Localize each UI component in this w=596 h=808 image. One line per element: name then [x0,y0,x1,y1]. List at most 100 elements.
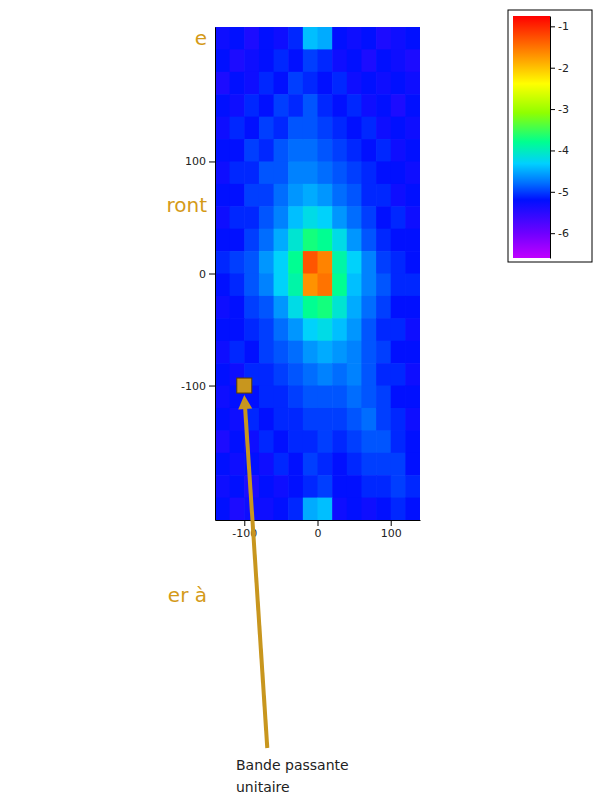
heatmap-cell [405,72,420,95]
heatmap-cell [361,453,376,476]
heatmap-cell [318,94,333,117]
colorbar-axis-tick-label: -4 [558,144,569,157]
y-axis-line [215,28,216,521]
heatmap-cell [303,184,318,207]
heatmap-cell [376,475,391,498]
heatmap-cell [391,498,406,520]
heatmap-cell [274,408,289,431]
heatmap-cell [318,318,333,341]
heatmap-cell [376,386,391,409]
heatmap-cell [244,117,259,140]
heatmap-cell [215,161,230,184]
heatmap-cell [405,498,420,520]
heatmap-cell [288,139,303,162]
heatmap-cell [318,117,333,140]
heatmap-cell [244,139,259,162]
y-axis-tick-label: -100 [181,380,206,393]
heatmap-cell [347,363,362,386]
heatmap-cell [303,341,318,364]
heatmap-cell [303,453,318,476]
heatmap-cell [361,184,376,207]
heatmap-cell [259,251,274,274]
heatmap-cell [391,117,406,140]
heatmap-cell [318,161,333,184]
heatmap-cell [244,318,259,341]
heatmap-cell [361,430,376,453]
heatmap-cell [376,184,391,207]
heatmap-cell [332,251,347,274]
heatmap-cell [274,139,289,162]
heatmap-cell [391,341,406,364]
heatmap-cell [303,206,318,229]
heatmap-cell [303,72,318,95]
heatmap-cell [215,206,230,229]
colorbar-axis-tick: -6 [550,227,569,240]
heatmap-cell [318,430,333,453]
heatmap-cell [376,49,391,72]
heatmap-cell [318,453,333,476]
heatmap-cell [405,184,420,207]
heatmap-cell [215,296,230,319]
heatmap-cell [288,72,303,95]
heatmap-cell [391,453,406,476]
heatmap-cell [405,408,420,431]
heatmap-cell [405,363,420,386]
colorbar-axis-tick: -1 [550,20,569,33]
x-axis-tick-mark [391,520,392,526]
heatmap-cell [288,27,303,50]
heatmap-cell [288,161,303,184]
heatmap-cell [376,94,391,117]
heatmap-cell [303,296,318,319]
heatmap-cell [405,229,420,252]
heatmap-cell [347,161,362,184]
heatmap-cell [215,341,230,364]
heatmap-cell [376,318,391,341]
heatmap-cell [274,49,289,72]
heatmap-cell [376,27,391,50]
heatmap-cell [361,72,376,95]
colorbar-axis-tick-mark [550,192,555,193]
heatmap-cell [244,49,259,72]
heatmap-cell [318,498,333,520]
heatmap-cell [405,318,420,341]
y-axis-tick: 0 [199,268,215,281]
heatmap-cell [347,139,362,162]
heatmap-cell [244,206,259,229]
heatmap-cell [318,72,333,95]
y-axis-tick-mark [209,161,215,162]
colorbar-axis-tick: -4 [550,144,569,157]
heatmap-cell [405,27,420,50]
colorbar-axis-tick-label: -2 [558,62,569,75]
heatmap-cell [274,117,289,140]
x-axis-tick-mark [318,520,319,526]
y-axis-tick-label: 100 [185,155,206,168]
heatmap-cell [288,251,303,274]
colorbar-axis: -1-2-3-4-5-6 [550,17,569,259]
heatmap-cell [230,475,245,498]
colorbar-axis-tick-label: -3 [558,103,569,116]
heatmap-cell [274,430,289,453]
heatmap-cell [332,49,347,72]
heatmap-cell [303,229,318,252]
heatmap-cell [405,94,420,117]
heatmap-cell [259,94,274,117]
heatmap-cell [318,274,333,297]
x-axis-tick-label: 0 [315,527,322,540]
heatmap-cell [405,453,420,476]
heatmap-cell [376,363,391,386]
heatmap-cell [259,117,274,140]
heatmap-cell [303,498,318,520]
heatmap-cell [215,475,230,498]
heatmap-cell [361,274,376,297]
heatmap-cell [318,386,333,409]
heatmap-cell [230,49,245,72]
heatmap-cell [230,94,245,117]
heatmap-cell [361,161,376,184]
heatmap-cell [303,274,318,297]
heatmap-cell [230,139,245,162]
heatmap-cell [347,251,362,274]
heatmap-cell [259,296,274,319]
heatmap-cell [332,229,347,252]
heatmap-cell [215,49,230,72]
heatmap-cell [215,430,230,453]
